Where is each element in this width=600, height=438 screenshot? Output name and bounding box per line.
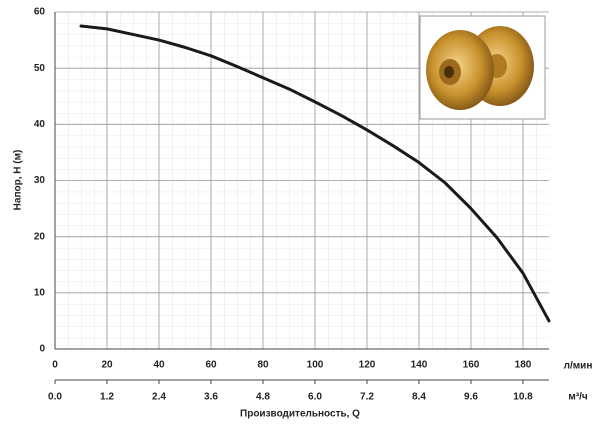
y-tick-label: 30 [34,175,46,186]
x-tick-label: 140 [411,360,428,371]
y-tick-label: 40 [34,119,46,130]
x-axis-label: Производительность, Q [240,409,360,420]
y-tick-label: 50 [34,63,46,74]
x-tick-label: 0 [52,360,58,371]
x2-tick-label: 0.0 [48,392,62,403]
x-tick-label: 100 [307,360,324,371]
impeller-hole [444,66,454,78]
product-image [419,15,546,120]
x2-tick-label: 4.8 [256,392,270,403]
x-tick-label: 180 [515,360,532,371]
x2-tick-label: 9.6 [464,392,478,403]
y-axis-label: Напор, H (м) [13,150,24,211]
x-tick-label: 60 [205,360,217,371]
x2-tick-label: 6.0 [308,392,322,403]
y-tick-label: 0 [39,344,45,355]
x2-tick-label: 7.2 [360,392,374,403]
x2-tick-label: 1.2 [100,392,114,403]
y-tick-label: 60 [34,7,46,18]
pump-curve [79,24,551,323]
x2-tick-label: 10.8 [513,392,533,403]
x-unit: л/мин [564,361,593,372]
y-tick-label: 10 [34,287,46,298]
x-tick-label: 160 [463,360,480,371]
x2-tick-label: 2.4 [152,392,166,403]
x-tick-label: 20 [101,360,113,371]
x-tick-label: 40 [153,360,165,371]
x2-unit: м³/ч [568,392,588,403]
x2-tick-label: 8.4 [412,392,426,403]
x-tick-label: 120 [359,360,376,371]
x-tick-label: 80 [257,360,269,371]
x2-tick-label: 3.6 [204,392,218,403]
y-tick-label: 20 [34,231,46,242]
